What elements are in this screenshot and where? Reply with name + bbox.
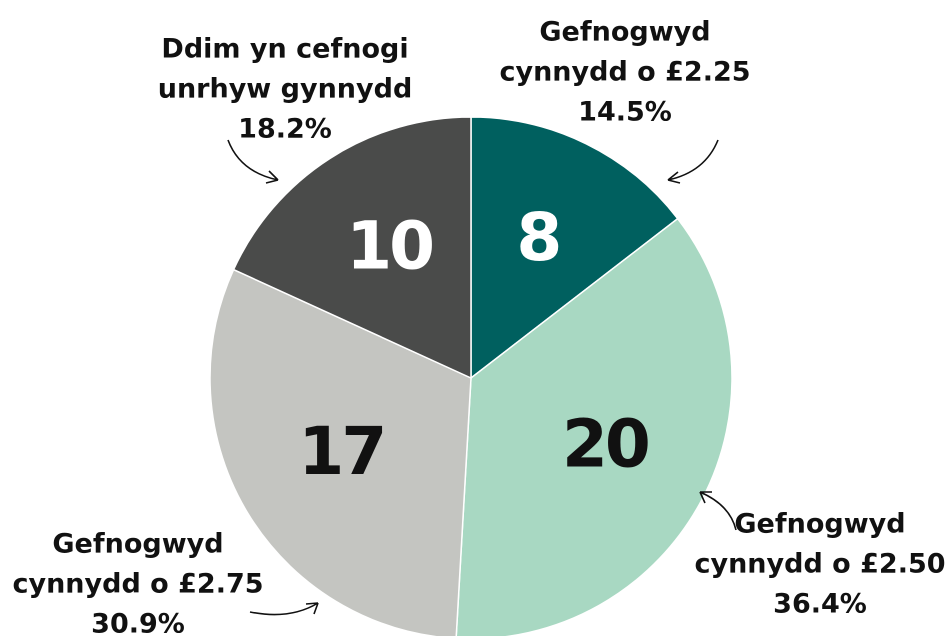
slice-label: Gefnogwyd xyxy=(734,509,905,540)
slice xyxy=(209,268,472,636)
arrow xyxy=(667,139,719,184)
value-label: 10 xyxy=(346,208,432,285)
slice-label: cynnydd o £2.75 xyxy=(12,569,263,600)
percent-label: 36.4% xyxy=(773,589,867,620)
percent-label: 14.5% xyxy=(578,97,672,128)
slice-label: Ddim yn cefnogi xyxy=(161,34,408,65)
slice xyxy=(455,217,733,636)
slice-label: cynnydd o £2.25 xyxy=(499,57,750,88)
slice xyxy=(470,116,679,380)
slice-label: unrhyw gynnydd xyxy=(158,74,413,105)
value-label: 20 xyxy=(562,406,648,483)
arrow xyxy=(249,602,319,616)
percent-label: 18.2% xyxy=(238,114,332,145)
slice xyxy=(232,116,472,380)
arrows xyxy=(227,139,737,616)
value-label: 8 xyxy=(516,199,559,276)
arrow xyxy=(227,139,279,184)
pie: 8 20 17 10 Gefnogwyd cynnydd o £2.25 14.5% Gefn… xyxy=(12,17,946,636)
slice-label: cynnydd o £2.50 xyxy=(694,549,945,580)
value-label: 17 xyxy=(298,413,384,490)
slice-label: Gefnogwyd xyxy=(52,529,223,560)
percent-label: 30.9% xyxy=(91,609,185,636)
arrow xyxy=(699,491,737,531)
slice-label: Gefnogwyd xyxy=(539,17,710,48)
